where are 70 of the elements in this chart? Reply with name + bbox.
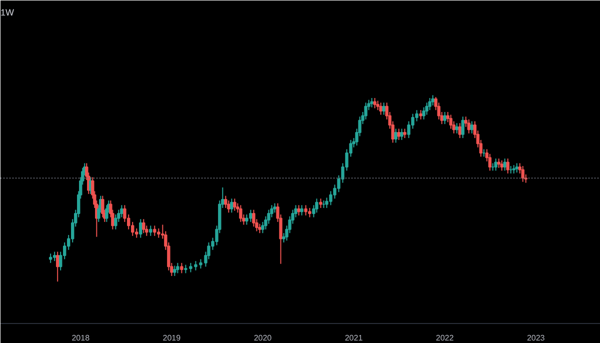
candlestick <box>173 265 176 276</box>
candlestick <box>273 202 276 214</box>
candlestick <box>135 228 138 238</box>
candlestick <box>230 198 234 214</box>
x-tick-label: 2018 <box>72 334 90 342</box>
candlestick <box>233 198 236 212</box>
candlestick <box>373 97 376 109</box>
candlestick <box>224 195 228 208</box>
candlestick <box>428 97 432 111</box>
candlestick <box>319 198 322 208</box>
candlestick <box>370 97 374 108</box>
candlestick <box>120 204 124 218</box>
x-tick-label: 2019 <box>162 334 182 342</box>
candlestick <box>431 94 434 106</box>
candlestick <box>397 128 400 140</box>
candlestick <box>470 120 474 134</box>
candlestick <box>252 209 256 228</box>
candlestick <box>364 102 368 120</box>
chart-title: 1W <box>0 8 15 18</box>
candlestick <box>497 158 500 168</box>
candlestick <box>114 214 118 230</box>
candlestick <box>245 214 248 226</box>
candlestick <box>239 204 242 222</box>
candlestick <box>131 221 134 236</box>
candlestick <box>304 204 308 216</box>
candlestick <box>56 251 60 282</box>
candlestick <box>443 111 446 125</box>
candlestick <box>153 225 156 236</box>
x-tick-label: 2020 <box>254 334 272 342</box>
candlestick <box>455 122 458 134</box>
candlestick <box>48 253 52 264</box>
candlestick <box>139 218 142 238</box>
candlestick <box>407 120 410 139</box>
candlestick <box>422 106 426 120</box>
candlestick <box>488 153 492 172</box>
candlestick <box>394 128 398 144</box>
candlestick <box>449 114 452 130</box>
candlestick <box>101 195 104 218</box>
candlestick <box>376 100 380 111</box>
candlestick <box>227 200 230 214</box>
candlestick <box>258 223 262 234</box>
candlestick <box>419 110 422 120</box>
candlestick <box>249 209 252 222</box>
x-tick-label: 2022 <box>436 334 454 342</box>
candlestick <box>425 102 428 116</box>
candlestick <box>403 128 406 139</box>
candlestick <box>142 218 146 234</box>
candlestick <box>308 207 312 218</box>
candlestick <box>52 251 56 262</box>
candlestick <box>500 160 504 172</box>
candlestick <box>176 262 180 274</box>
candlestick <box>315 198 318 214</box>
candlestick <box>400 128 404 140</box>
x-tick-label: 2021 <box>344 334 364 342</box>
candlestick <box>382 102 386 116</box>
candlestick <box>461 116 464 139</box>
candlestick <box>297 204 300 216</box>
candlestick <box>379 102 382 116</box>
candlestick <box>503 158 506 172</box>
candlestick <box>458 122 462 139</box>
candlestick <box>180 262 184 274</box>
candlestick <box>157 228 160 238</box>
candlestick <box>300 204 304 216</box>
candlestick <box>515 162 518 174</box>
candlestick <box>521 166 524 182</box>
candlestick <box>494 158 498 172</box>
candlestick <box>467 118 470 134</box>
candlestick <box>506 158 510 174</box>
candlestick <box>149 225 152 236</box>
x-tick-label: 2023 <box>526 334 546 342</box>
